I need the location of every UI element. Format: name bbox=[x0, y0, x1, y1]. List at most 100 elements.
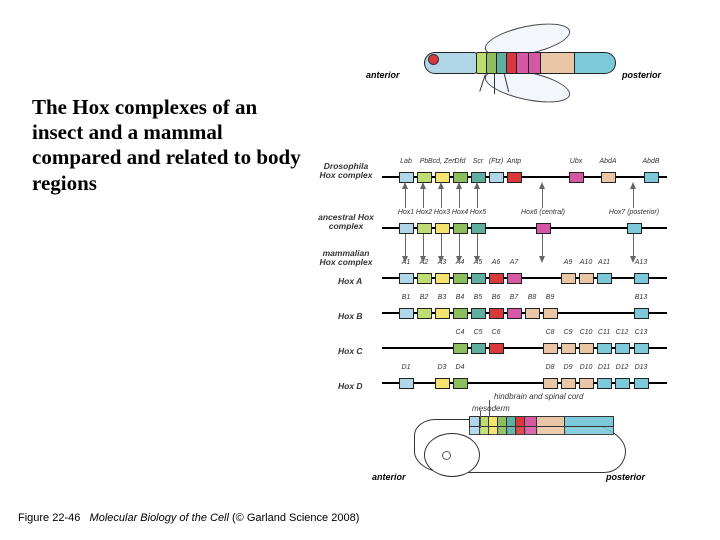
arrow-up-icon bbox=[402, 182, 408, 189]
anterior-label-bottom: anterior bbox=[372, 472, 406, 482]
arrow-stem bbox=[542, 234, 543, 256]
embryo-eye bbox=[442, 451, 451, 460]
arrow-stem bbox=[441, 234, 442, 256]
gene-box bbox=[471, 273, 486, 284]
gene-box bbox=[453, 308, 468, 319]
arrow-up-icon bbox=[420, 182, 426, 189]
track-hoxC: C4C5C6C8C9C10C11C12C13 bbox=[382, 329, 667, 357]
gene-box bbox=[453, 273, 468, 284]
gene-box bbox=[435, 223, 450, 234]
gene-label: C12 bbox=[616, 329, 629, 336]
fly-segment bbox=[540, 52, 576, 74]
gene-label: A9 bbox=[564, 259, 573, 266]
gene-label: B4 bbox=[456, 294, 465, 301]
gene-label: B6 bbox=[492, 294, 501, 301]
gene-box bbox=[536, 223, 551, 234]
gene-label: Hox3 bbox=[434, 209, 450, 216]
gene-box bbox=[507, 273, 522, 284]
label-ancestral: ancestral Hox complex bbox=[316, 213, 376, 232]
gene-label: D11 bbox=[598, 364, 610, 371]
track-hoxD: D1D3D4D8D9D10D11D12D13 bbox=[382, 364, 667, 392]
gene-box bbox=[399, 378, 414, 389]
gene-label: C8 bbox=[546, 329, 555, 336]
arrow-up-icon bbox=[474, 182, 480, 189]
gene-box bbox=[453, 378, 468, 389]
posterior-label-top: posterior bbox=[622, 70, 661, 80]
gene-label: Scr bbox=[473, 158, 484, 165]
gene-box bbox=[417, 172, 432, 183]
gene-box bbox=[435, 308, 450, 319]
gene-box bbox=[489, 273, 504, 284]
arrow-up-icon bbox=[539, 182, 545, 189]
arrow-up-icon bbox=[630, 182, 636, 189]
gene-label: A6 bbox=[492, 259, 501, 266]
label-hoxc: Hox C bbox=[338, 347, 363, 356]
arrow-down-icon bbox=[539, 256, 545, 263]
fly-segment bbox=[574, 52, 616, 74]
gene-label: Hox5 bbox=[470, 209, 486, 216]
arrow-down-icon bbox=[420, 256, 426, 263]
figure-source: Molecular Biology of the Cell bbox=[90, 512, 229, 524]
embryo-head bbox=[424, 433, 480, 477]
arrow-up-icon bbox=[438, 182, 444, 189]
arrow-down-icon bbox=[456, 256, 462, 263]
gene-box bbox=[417, 273, 432, 284]
label-hoxa: Hox A bbox=[338, 277, 362, 286]
gene-label: B5 bbox=[474, 294, 483, 301]
gene-box bbox=[597, 273, 612, 284]
arrow-stem bbox=[542, 188, 543, 208]
track-hoxB: B1B2B3B4B5B6B7B8B9B13 bbox=[382, 294, 667, 322]
gene-label: C4 bbox=[456, 329, 465, 336]
gene-label: Hox1 bbox=[398, 209, 414, 216]
gene-label: C5 bbox=[474, 329, 483, 336]
fly-leg bbox=[494, 74, 495, 94]
gene-label: B3 bbox=[438, 294, 447, 301]
arrow-stem bbox=[477, 188, 478, 208]
gene-label: Hox7 (posterior) bbox=[609, 209, 659, 216]
figure-number: Figure 22-46 bbox=[18, 512, 80, 524]
arrow-stem bbox=[459, 234, 460, 256]
gene-label: AbdB bbox=[642, 158, 659, 165]
gene-box bbox=[489, 172, 504, 183]
gene-box bbox=[543, 378, 558, 389]
gene-box bbox=[435, 273, 450, 284]
mouse-embryo-illustration: hindbrain and spinal cord mesoderm bbox=[394, 389, 644, 474]
gene-box bbox=[627, 223, 642, 234]
gene-label: Bcd, Zen bbox=[428, 158, 456, 165]
gene-label: Hox2 bbox=[416, 209, 432, 216]
gene-label: B13 bbox=[635, 294, 647, 301]
arrow-stem bbox=[405, 188, 406, 208]
gene-box bbox=[453, 223, 468, 234]
hindbrain-label: hindbrain and spinal cord bbox=[494, 392, 583, 401]
arrow-down-icon bbox=[630, 256, 636, 263]
gene-label: AbdA bbox=[599, 158, 616, 165]
gene-label: B8 bbox=[528, 294, 537, 301]
arrow-stem bbox=[477, 234, 478, 256]
gene-label: D13 bbox=[635, 364, 648, 371]
arrow-stem bbox=[441, 188, 442, 208]
gene-box bbox=[601, 172, 616, 183]
gene-box bbox=[579, 378, 594, 389]
gene-label: B7 bbox=[510, 294, 519, 301]
gene-box bbox=[615, 343, 630, 354]
gene-label: D3 bbox=[438, 364, 447, 371]
mesoderm-label: mesoderm bbox=[472, 404, 510, 413]
gene-label: C13 bbox=[635, 329, 648, 336]
arrow-stem bbox=[405, 234, 406, 256]
fly-illustration bbox=[414, 34, 624, 109]
gene-label: D4 bbox=[456, 364, 465, 371]
gene-box bbox=[435, 378, 450, 389]
gene-label: Hox6 (central) bbox=[521, 209, 565, 216]
gene-box bbox=[569, 172, 584, 183]
gene-box bbox=[417, 308, 432, 319]
arrow-stem bbox=[423, 188, 424, 208]
gene-label: B2 bbox=[420, 294, 429, 301]
figure-caption: Figure 22-46 Molecular Biology of the Ce… bbox=[18, 512, 359, 524]
anterior-label-top: anterior bbox=[366, 70, 400, 80]
gene-box bbox=[399, 172, 414, 183]
gene-box bbox=[597, 343, 612, 354]
gene-box bbox=[579, 273, 594, 284]
gene-box bbox=[507, 172, 522, 183]
gene-box bbox=[471, 308, 486, 319]
gene-box bbox=[634, 273, 649, 284]
